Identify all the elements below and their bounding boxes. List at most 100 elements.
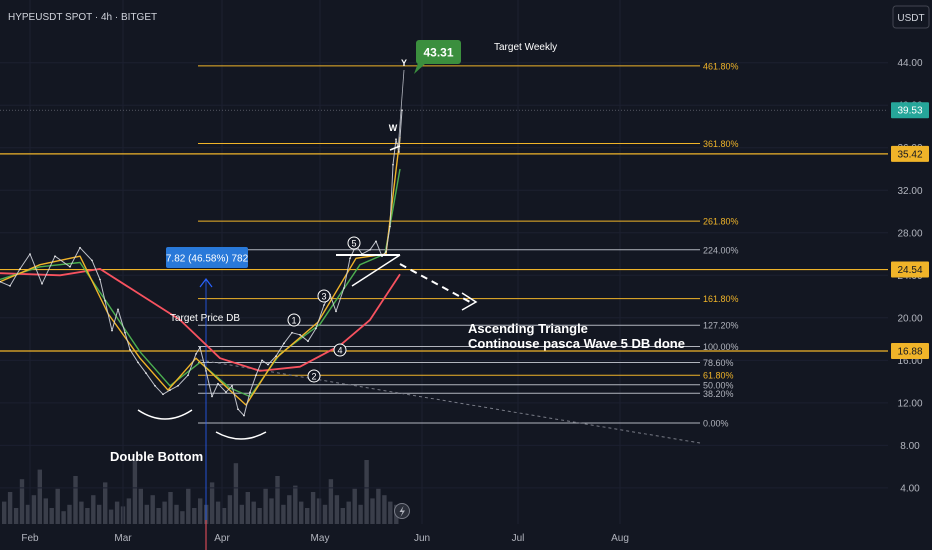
volume-bar-19 xyxy=(114,501,120,524)
volume-bar-16 xyxy=(97,504,102,524)
volume-bar-17 xyxy=(103,482,108,524)
volume-bar-39 xyxy=(233,463,239,524)
y-tick-4: 20.00 xyxy=(897,313,922,324)
svg-text:USDT: USDT xyxy=(897,13,924,24)
price-point-41 xyxy=(323,304,325,306)
volume-bar-38 xyxy=(227,495,233,524)
price-badge-bg-3 xyxy=(891,342,929,359)
price-point-20 xyxy=(177,385,179,387)
volume-bar-45 xyxy=(269,498,274,524)
volume-bar-18 xyxy=(108,509,114,524)
volume-bar-10 xyxy=(61,511,66,524)
price-point-54 xyxy=(395,138,397,140)
price-point-12 xyxy=(117,308,119,311)
volume-bar-30 xyxy=(180,511,185,524)
price-point-23 xyxy=(199,346,201,349)
volume-bar-14 xyxy=(85,508,90,524)
price-point-39 xyxy=(307,340,309,343)
double-bottom-label: Double Bottom xyxy=(110,449,203,464)
price-point-17 xyxy=(154,385,156,387)
fib-label-8: 61.80% xyxy=(703,371,734,381)
fib-label-4: 161.80% xyxy=(703,294,739,304)
fib-label-10: 38.20% xyxy=(703,389,734,399)
price-badge-1: 35.42 xyxy=(891,145,929,162)
price-point-34 xyxy=(267,363,269,366)
volume-bar-15 xyxy=(91,495,96,524)
price-point-36 xyxy=(283,342,285,345)
volume-bar-63 xyxy=(376,488,381,524)
volume-bar-3 xyxy=(19,479,25,524)
volume-bar-22 xyxy=(132,460,138,524)
price-point-1 xyxy=(9,285,11,287)
volume-bar-41 xyxy=(245,492,250,524)
volume-bar-29 xyxy=(174,504,179,524)
price-point-52 xyxy=(389,225,391,228)
price-point-40 xyxy=(315,327,317,330)
y-label: Y xyxy=(401,58,407,68)
volume-bar-28 xyxy=(168,492,173,524)
price-point-51 xyxy=(385,251,387,253)
volume-bar-33 xyxy=(198,498,203,524)
symbol-title: HYPEUSDT SPOT · 4h · BITGET xyxy=(8,12,157,23)
volume-bar-48 xyxy=(287,495,292,524)
price-point-7 xyxy=(79,246,81,249)
y-tick-10: 44.00 xyxy=(897,58,922,69)
x-tick-2: Apr xyxy=(214,533,230,544)
volume-bar-13 xyxy=(79,501,84,524)
volume-bar-36 xyxy=(215,501,221,524)
price-point-53 xyxy=(392,163,394,166)
moving-average-20 xyxy=(0,168,401,398)
volume-bar-24 xyxy=(144,504,149,524)
price-badge-0: 39.53 xyxy=(891,102,929,119)
descending-trendline[interactable] xyxy=(199,359,701,444)
fib-label-3: 224.00% xyxy=(703,245,739,255)
y-tick-2: 12.00 xyxy=(897,398,922,409)
volume-bar-50 xyxy=(299,501,304,524)
volume-bar-35 xyxy=(209,482,215,524)
triangle-base[interactable] xyxy=(351,254,401,287)
lightning-icon[interactable] xyxy=(394,503,410,519)
fib-label-7: 78.60% xyxy=(703,358,734,368)
price-point-24 xyxy=(205,370,207,372)
svg-text:1: 1 xyxy=(291,316,296,326)
volume-bar-2 xyxy=(13,508,19,524)
fib-label-6: 100.00% xyxy=(703,342,739,352)
x-tick-3: May xyxy=(311,533,330,544)
price-point-35 xyxy=(275,355,277,357)
price-point-25 xyxy=(211,395,213,398)
target-price-db-label: Target Price DB xyxy=(170,313,240,324)
hline-layer xyxy=(0,153,888,352)
price-point-5 xyxy=(54,255,56,257)
measure-label[interactable]: 7.82 (46.58%) 782 xyxy=(166,247,249,268)
price-point-16 xyxy=(145,372,147,374)
price-point-4 xyxy=(41,283,43,285)
price-point-43 xyxy=(335,310,337,313)
price-point-21 xyxy=(187,374,189,377)
price-point-11 xyxy=(111,329,113,332)
volume-bar-5 xyxy=(31,495,37,524)
volume-bar-65 xyxy=(388,501,393,524)
svg-text:4: 4 xyxy=(337,346,342,356)
price-point-48 xyxy=(369,249,371,251)
wave-5-marker: 5 xyxy=(347,236,361,250)
price-point-29 xyxy=(237,408,239,411)
volume-bar-1 xyxy=(7,492,13,524)
volume-bar-26 xyxy=(156,508,161,524)
volume-bar-62 xyxy=(370,498,375,524)
projection-dashed-arrow[interactable] xyxy=(399,263,471,303)
price-point-28 xyxy=(231,385,233,387)
time-axis[interactable]: Feb Mar Apr May Jun Jul Aug xyxy=(21,533,629,544)
y-tick-3: 16.00 xyxy=(897,356,922,367)
moving-average-layer xyxy=(0,137,401,406)
price-point-27 xyxy=(225,391,227,394)
currency-button[interactable]: USDT xyxy=(892,5,930,29)
price-point-0 xyxy=(0,280,1,283)
volume-layer xyxy=(2,460,399,524)
target-price-bubble[interactable]: 43.31 xyxy=(414,40,461,74)
volume-bar-59 xyxy=(352,488,357,524)
volume-bar-11 xyxy=(67,504,72,524)
w-tick xyxy=(389,145,401,151)
price-point-14 xyxy=(129,348,131,351)
